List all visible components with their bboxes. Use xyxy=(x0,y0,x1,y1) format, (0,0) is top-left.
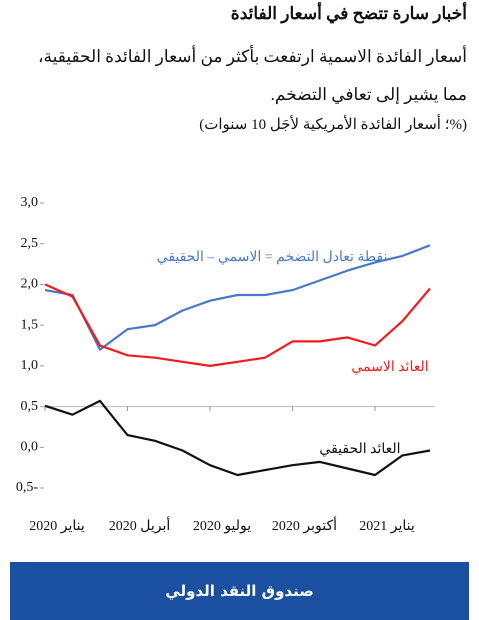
x-tick-label: يناير 2020 xyxy=(29,519,85,534)
chart-title: أخبار سارة تتضح في أسعار الفائدة xyxy=(230,4,467,23)
y-tick-label: 0,0 xyxy=(21,440,39,455)
y-tick-label: 1,0 xyxy=(21,358,39,373)
series-line xyxy=(44,283,431,367)
chart: 3,0 2,5 2,0 1,5 1,0 0,5 0,0 0,5- يناير 2020 أبريل… xyxy=(16,195,435,534)
x-tick-label: يوليو 2020 xyxy=(193,519,251,534)
y-tick-label: 2,0 xyxy=(21,277,39,292)
x-tick-label: أبريل 2020 xyxy=(109,515,171,534)
x-tick-label: أكتوبر 2020 xyxy=(272,515,337,534)
series-label: نقطة تعادل التضخم = الاسمي – الحقيقي xyxy=(157,250,388,265)
series-line xyxy=(44,244,431,351)
y-tick-label: 3,0 xyxy=(21,195,39,210)
units-note: (%؛ أسعار الفائدة الأمريكية لأجَل 10 سنو… xyxy=(199,117,467,133)
y-tick-label: 0,5 xyxy=(21,399,39,414)
y-tick-label: 2,5 xyxy=(21,236,39,251)
source-bar: صندوق النقد الدولي xyxy=(10,562,469,620)
series-label: العائد الاسمي xyxy=(351,360,428,375)
series-line xyxy=(44,399,431,477)
x-tick-label: يناير 2021 xyxy=(359,519,415,534)
y-tick-label: 1,5 xyxy=(21,317,39,332)
y-tick-label: 0,5- xyxy=(16,480,39,495)
chart-subtitle: أسعار الفائدة الاسمية ارتفعت بأكثر من أس… xyxy=(38,47,467,104)
series-label: العائد الحقيقي xyxy=(319,442,400,457)
